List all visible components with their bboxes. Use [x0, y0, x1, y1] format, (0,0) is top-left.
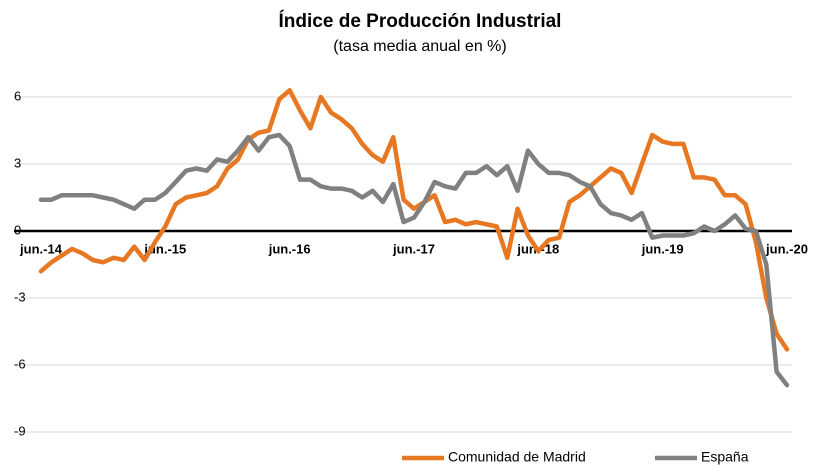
x-tick-label: jun.-14	[19, 241, 63, 256]
y-tick-label: -3	[14, 289, 26, 304]
line-series	[38, 88, 790, 352]
chart-title: Índice de Producción Industrial	[279, 10, 562, 32]
y-tick-label: 3	[14, 155, 21, 170]
legend-label: España	[701, 449, 749, 465]
chart-subtitle: (tasa media anual en %)	[333, 38, 506, 55]
x-tick-label: jun.-16	[268, 241, 311, 256]
x-tick-label: jun.-19	[641, 241, 684, 256]
x-tick-label: jun.-17	[392, 241, 435, 256]
y-tick-label: -6	[14, 356, 26, 371]
line-series	[38, 132, 790, 388]
x-tick-label: jun.-20	[765, 241, 808, 256]
legend-label: Comunidad de Madrid	[448, 449, 586, 465]
y-tick-label: 6	[14, 88, 21, 103]
y-tick-label: -9	[14, 423, 26, 438]
